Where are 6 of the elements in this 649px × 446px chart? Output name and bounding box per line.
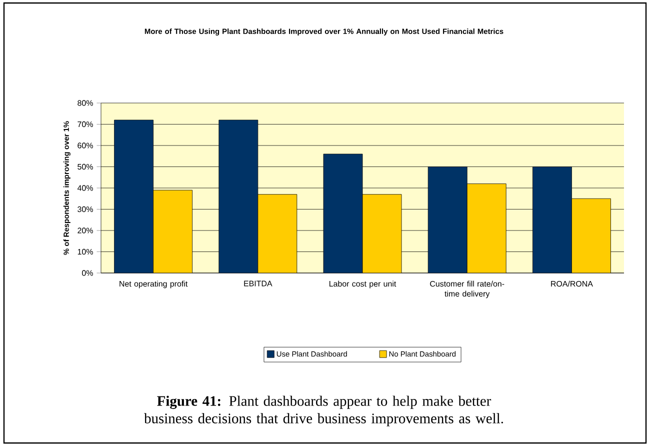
bar [323, 154, 363, 273]
bar [428, 166, 468, 273]
bar [114, 120, 154, 273]
bar [532, 166, 572, 273]
text: Figure 41: Plant dashboards appear to help make better business decisions that drive business improvements as well. [144, 396, 504, 426]
bar [218, 120, 258, 273]
